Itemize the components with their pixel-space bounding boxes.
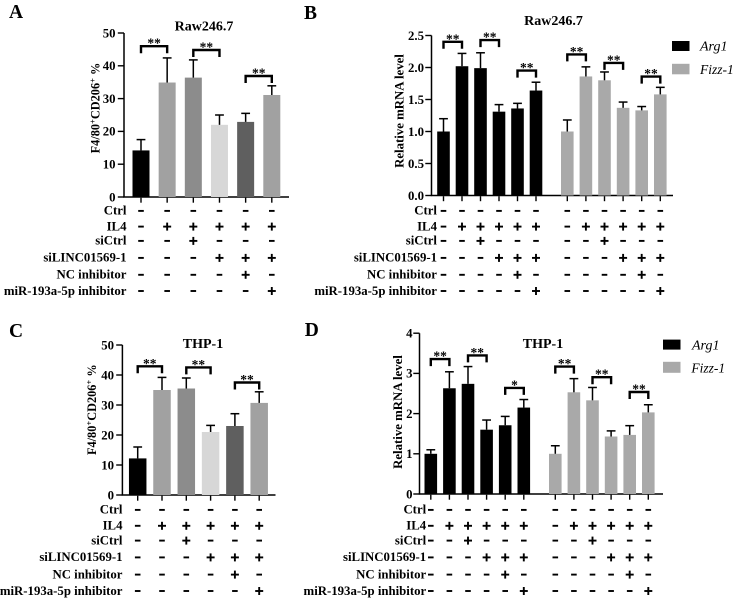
svg-text:F4/80+CD206+ %: F4/80+CD206+ % [88,63,103,154]
svg-text:Fizz-1: Fizz-1 [699,62,733,77]
svg-text:Raw246.7: Raw246.7 [175,20,234,35]
svg-text:0: 0 [108,488,114,502]
svg-text:siLINC01569-1: siLINC01569-1 [354,251,437,265]
svg-text:0: 0 [109,190,115,204]
svg-text:2: 2 [406,407,412,421]
svg-text:Ctrl: Ctrl [104,204,127,218]
svg-text:3: 3 [406,367,412,381]
svg-text:20: 20 [101,428,114,442]
svg-text:miR-193a-5p inhibitor: miR-193a-5p inhibitor [314,284,437,298]
svg-text:THP-1: THP-1 [183,337,223,352]
svg-text:**: ** [632,382,646,397]
svg-text:1: 1 [406,447,412,461]
svg-text:**: ** [240,372,254,387]
svg-text:THP-1: THP-1 [523,337,563,352]
svg-text:F4/80+CD206+ %: F4/80+CD206+ % [84,364,99,455]
svg-text:**: ** [433,349,447,364]
svg-text:IL4: IL4 [107,219,128,233]
svg-text:20: 20 [103,125,116,139]
svg-text:**: ** [200,40,214,55]
svg-text:Ctrl: Ctrl [414,204,437,218]
svg-text:**: ** [252,66,266,81]
svg-text:NC inhibitor: NC inhibitor [367,268,437,282]
svg-text:miR-193a-5p inhibitor: miR-193a-5p inhibitor [0,584,123,598]
svg-text:miR-193a-5p inhibitor: miR-193a-5p inhibitor [4,284,127,298]
svg-text:siLINC01569-1: siLINC01569-1 [43,251,126,265]
svg-text:**: ** [147,36,161,51]
svg-text:miR-193a-5p inhibitor: miR-193a-5p inhibitor [304,584,427,598]
svg-text:NC inhibitor: NC inhibitor [356,567,426,581]
svg-text:siCtrl: siCtrl [395,533,427,547]
svg-text:Raw246.7: Raw246.7 [524,14,583,29]
svg-text:Arg1: Arg1 [691,339,719,354]
svg-text:A: A [9,2,23,23]
svg-text:0.5: 0.5 [408,157,424,171]
svg-text:siCtrl: siCtrl [91,533,123,547]
svg-text:4: 4 [406,327,413,341]
svg-text:**: ** [520,60,534,75]
svg-text:NC inhibitor: NC inhibitor [56,268,126,282]
svg-text:40: 40 [101,368,114,382]
svg-text:50: 50 [101,338,114,352]
svg-text:10: 10 [101,458,114,472]
svg-text:2.0: 2.0 [408,61,424,75]
svg-text:Relative mRNA level: Relative mRNA level [393,54,407,168]
svg-text:**: ** [607,52,621,67]
svg-text:**: ** [644,66,658,81]
svg-text:Ctrl: Ctrl [100,503,123,517]
svg-text:C: C [9,321,23,342]
svg-text:**: ** [471,345,485,360]
svg-text:NC inhibitor: NC inhibitor [52,567,122,581]
svg-text:siLINC01569-1: siLINC01569-1 [39,550,122,564]
svg-text:D: D [305,320,319,341]
svg-text:**: ** [483,30,497,45]
svg-text:siCtrl: siCtrl [95,234,127,248]
svg-text:Ctrl: Ctrl [403,503,426,517]
svg-text:Arg1: Arg1 [699,40,727,55]
svg-text:**: ** [558,356,572,371]
svg-text:B: B [304,3,317,24]
svg-text:**: ** [143,356,157,371]
svg-text:siCtrl: siCtrl [406,234,438,248]
svg-text:0.0: 0.0 [408,189,424,203]
svg-text:Fizz-1: Fizz-1 [690,361,725,376]
svg-text:IL4: IL4 [406,519,427,533]
svg-text:10: 10 [103,158,116,172]
svg-text:30: 30 [101,398,114,412]
svg-text:0: 0 [406,487,412,501]
svg-text:2.5: 2.5 [408,29,424,43]
svg-text:**: ** [192,357,206,372]
svg-text:*: * [511,377,518,392]
svg-text:40: 40 [103,59,116,73]
svg-text:50: 50 [103,26,116,40]
svg-text:1.0: 1.0 [408,125,424,139]
svg-text:siLINC01569-1: siLINC01569-1 [343,550,426,564]
svg-text:IL4: IL4 [417,219,438,233]
svg-text:30: 30 [103,92,116,106]
svg-text:**: ** [446,31,460,46]
svg-text:**: ** [595,367,609,382]
svg-text:1.5: 1.5 [408,93,424,107]
svg-text:Relative mRNA level: Relative mRNA level [391,355,405,469]
svg-text:IL4: IL4 [103,519,124,533]
svg-text:**: ** [570,44,584,59]
